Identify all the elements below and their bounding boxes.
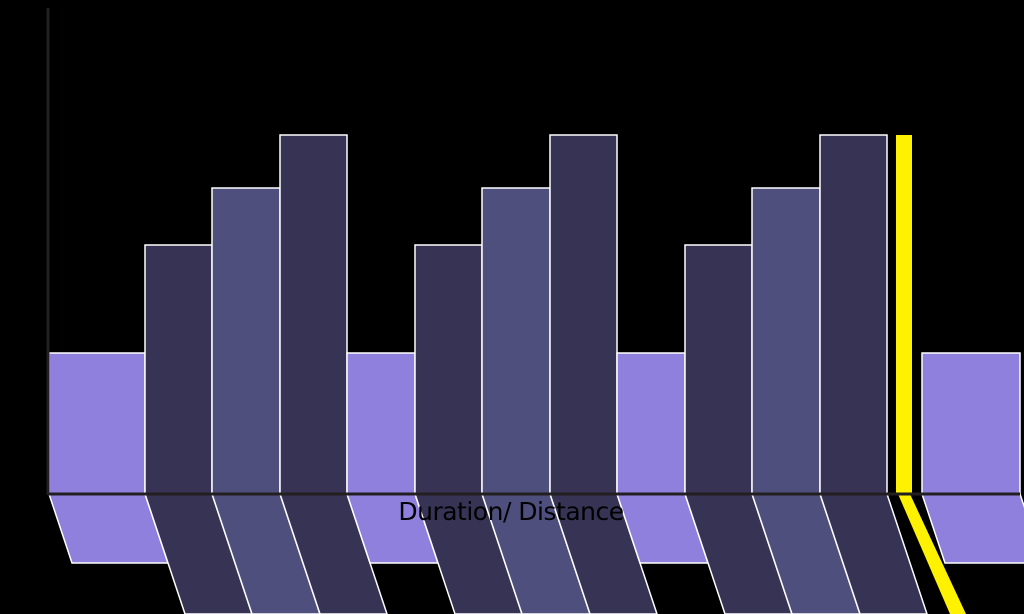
- medium-bar: [481, 187, 551, 495]
- medium-bar: [211, 187, 281, 495]
- dark-bar: [549, 134, 618, 495]
- dark-bar: [144, 244, 213, 495]
- marker-bar: [896, 135, 912, 494]
- medium-bar: [751, 187, 821, 495]
- dark-bar: [279, 134, 348, 495]
- dark-bar: [684, 244, 753, 495]
- light-bar: [616, 352, 686, 495]
- light-bar: [921, 352, 1021, 495]
- light-bar: [48, 352, 146, 495]
- dark-bar: [819, 134, 888, 495]
- marker-shadow: [898, 494, 966, 614]
- light-bar: [346, 352, 416, 495]
- dark-bar: [414, 244, 483, 495]
